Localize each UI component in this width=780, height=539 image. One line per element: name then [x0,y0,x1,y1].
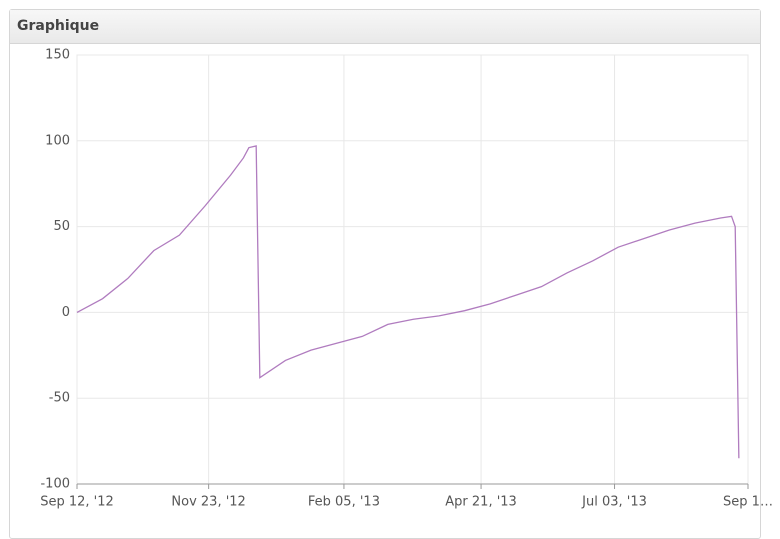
x-tick-label: Nov 23, '12 [171,495,245,510]
plot-area [76,54,749,485]
line [76,145,740,459]
x-tick-label: Feb 05, '13 [308,495,380,510]
page: Graphique -100 -50 0 50 100 150 Sep 12, '12 Nov… [9,9,773,539]
y-tick-label: 0 [62,305,70,320]
y-tick-label: 150 [45,48,70,63]
x-tick-label: Apr 21, '13 [445,495,517,510]
panel-title: Graphique [10,10,760,44]
x-tick-label: Jul 03, '13 [581,495,647,510]
y-tick-label: 100 [45,133,70,148]
y-tick-label: -100 [40,477,70,492]
chart: -100 -50 0 50 100 150 Sep 12, '12 Nov 23, '12 Fe… [40,48,773,510]
y-tick-label: 50 [53,219,70,234]
x-tick-label: Sep 12, '12 [40,495,114,510]
y-tick-label: -50 [49,391,70,406]
x-tick-label: Sep 1… [723,495,773,510]
panel: Graphique [9,9,761,539]
